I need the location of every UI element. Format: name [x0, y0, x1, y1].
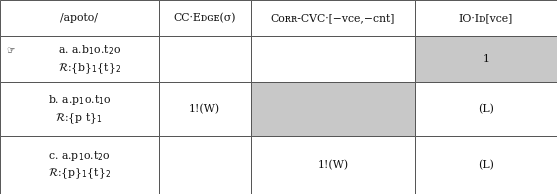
Bar — [415, 36, 557, 82]
Text: $\mathcal{R}$:{p t}$_1$: $\mathcal{R}$:{p t}$_1$ — [56, 111, 103, 126]
Bar — [0, 36, 159, 82]
Bar — [415, 0, 557, 36]
Text: c. a.p$_1$o.t$_2$o: c. a.p$_1$o.t$_2$o — [48, 149, 111, 163]
Bar — [159, 36, 251, 82]
Text: a. a.b$_1$o.t$_2$o: a. a.b$_1$o.t$_2$o — [58, 43, 121, 57]
Bar — [251, 136, 415, 194]
Bar — [0, 0, 159, 36]
Text: /apoto/: /apoto/ — [61, 13, 98, 23]
Bar — [415, 82, 557, 136]
Bar — [159, 82, 251, 136]
Bar — [159, 0, 251, 36]
Text: $\mathcal{R}$:{p}$_1${t}$_2$: $\mathcal{R}$:{p}$_1${t}$_2$ — [48, 167, 111, 182]
Text: ☞: ☞ — [7, 45, 15, 54]
Text: IO·Iᴅ[vce]: IO·Iᴅ[vce] — [459, 13, 513, 23]
Bar — [0, 82, 159, 136]
Text: b. a.p$_1$o.t$_1$o: b. a.p$_1$o.t$_1$o — [47, 93, 111, 107]
Text: 1: 1 — [482, 54, 490, 64]
Text: 1!(W): 1!(W) — [189, 104, 220, 114]
Bar — [251, 82, 415, 136]
Bar — [415, 136, 557, 194]
Text: (L): (L) — [478, 160, 494, 170]
Bar — [251, 36, 415, 82]
Text: 1!(W): 1!(W) — [317, 160, 348, 170]
Text: Cᴏʀʀ‑CVC·[−vce,−cnt]: Cᴏʀʀ‑CVC·[−vce,−cnt] — [271, 13, 395, 23]
Text: CC·Eᴅɢᴇ(σ): CC·Eᴅɢᴇ(σ) — [173, 13, 236, 23]
Text: $\mathcal{R}$:{b}$_1${t}$_2$: $\mathcal{R}$:{b}$_1${t}$_2$ — [58, 61, 121, 76]
Bar — [251, 0, 415, 36]
Text: (L): (L) — [478, 104, 494, 114]
Bar — [0, 136, 159, 194]
Bar — [159, 136, 251, 194]
